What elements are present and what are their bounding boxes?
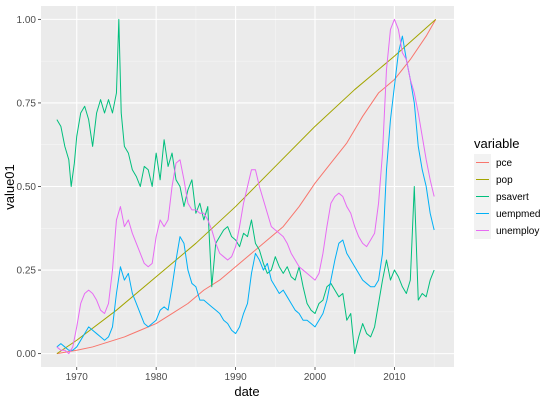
x-tick-label: 2010 xyxy=(383,372,406,383)
legend-item-pce: pce xyxy=(474,154,513,171)
legend-item-unemploy: unemploy xyxy=(474,222,539,239)
x-axis: 1970 1980 1990 2000 2010 xyxy=(66,367,406,383)
x-tick-label: 2000 xyxy=(304,372,327,383)
y-tick-label: 1.00 xyxy=(17,15,37,26)
legend: variable pce pop psavert uempmed unemploy xyxy=(474,136,540,239)
legend-title: variable xyxy=(474,136,520,151)
y-tick-label: 0.75 xyxy=(17,98,37,109)
x-tick-label: 1990 xyxy=(224,372,247,383)
x-axis-title: date xyxy=(234,384,259,399)
legend-items: pce pop psavert uempmed unemploy xyxy=(474,154,540,239)
x-tick-label: 1980 xyxy=(145,372,168,383)
legend-label: pce xyxy=(496,158,513,169)
legend-label: pop xyxy=(496,175,513,186)
y-axis-title: value01 xyxy=(2,164,17,210)
series-line-pop xyxy=(56,18,437,355)
legend-item-pop: pop xyxy=(474,171,513,188)
y-tick-label: 0.25 xyxy=(17,266,37,277)
legend-item-uempmed: uempmed xyxy=(474,205,540,222)
legend-label: uempmed xyxy=(496,209,540,220)
legend-item-psavert: psavert xyxy=(474,188,529,205)
y-axis: 0.00 0.25 0.50 0.75 1.00 xyxy=(17,15,41,360)
series-line-psavert xyxy=(56,18,435,355)
series-line-unemploy xyxy=(56,18,435,355)
y-tick-label: 0.50 xyxy=(17,182,37,193)
legend-label: psavert xyxy=(496,192,529,203)
legend-label: unemploy xyxy=(496,226,539,237)
series-lines xyxy=(56,18,437,355)
series-line-uempmed xyxy=(56,35,435,351)
y-tick-label: 0.00 xyxy=(17,349,37,360)
x-tick-label: 1970 xyxy=(66,372,89,383)
